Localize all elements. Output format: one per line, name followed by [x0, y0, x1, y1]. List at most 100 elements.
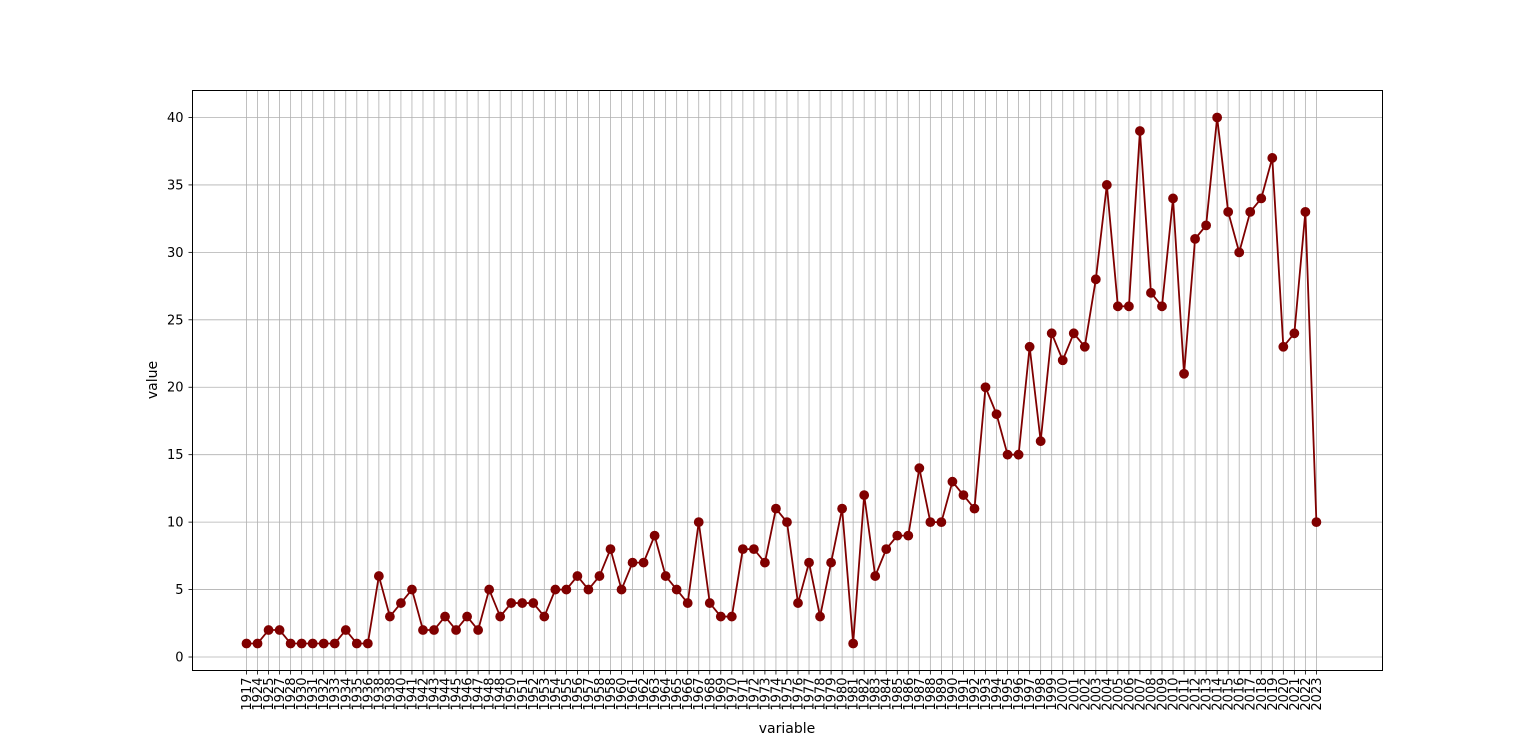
data-point — [859, 490, 870, 501]
data-point — [660, 571, 671, 581]
x-tick-label: 1940 — [394, 678, 409, 711]
x-tick-label: 2016 — [1233, 678, 1248, 711]
data-point — [815, 611, 825, 622]
x-tick-label: 1941 — [405, 678, 420, 711]
x-tick-label: 1947 — [472, 678, 487, 711]
data-point — [1035, 436, 1046, 447]
data-point — [793, 598, 803, 608]
data-point — [517, 598, 528, 608]
data-point — [682, 598, 693, 608]
data-point — [484, 584, 495, 595]
x-tick-label: 1985 — [891, 678, 906, 711]
data-point — [991, 409, 1002, 420]
x-tick-label: 1993 — [979, 678, 994, 711]
data-point — [870, 571, 881, 581]
x-tick-label: 1930 — [295, 678, 310, 711]
data-point — [1311, 517, 1322, 528]
data-point — [760, 557, 770, 568]
data-point — [914, 463, 925, 474]
x-tick-label: 1953 — [538, 678, 553, 711]
x-tick-label: 2006 — [1122, 678, 1137, 711]
x-tick-label: 1957 — [582, 678, 597, 711]
data-point — [605, 544, 616, 555]
x-tick-label: 2018 — [1255, 678, 1270, 711]
x-tick-label: 1989 — [935, 678, 950, 711]
data-point — [1124, 301, 1134, 312]
y-tick-label: 15 — [167, 448, 184, 463]
y-tick-label: 5 — [175, 583, 183, 598]
x-tick-label: 1948 — [483, 678, 498, 711]
x-tick-label: 2000 — [1056, 678, 1071, 711]
x-tick-label: 1973 — [758, 678, 773, 711]
x-tick-label: 1974 — [769, 678, 784, 711]
data-point — [1168, 193, 1178, 204]
data-point — [1101, 180, 1112, 190]
x-tick-label: 2003 — [1089, 678, 1104, 711]
data-point — [804, 557, 814, 568]
y-tick-label: 10 — [167, 516, 184, 531]
data-point — [693, 517, 704, 528]
data-point — [638, 557, 649, 568]
x-tick-label: 1988 — [924, 678, 939, 711]
data-point — [704, 598, 715, 608]
x-tick-label: 1943 — [428, 678, 443, 711]
x-tick-label: 1958 — [593, 678, 608, 711]
data-point — [1146, 287, 1156, 298]
data-point — [782, 517, 792, 528]
data-point — [1090, 274, 1101, 285]
x-axis-ticks: 1917192419251927192819301931193219331934… — [240, 670, 1325, 711]
data-point — [572, 571, 583, 581]
data-point — [671, 584, 682, 595]
data-point — [539, 611, 550, 622]
x-axis-label: variable — [759, 721, 815, 737]
x-tick-label: 1962 — [637, 678, 652, 711]
data-point — [407, 584, 417, 595]
data-point — [495, 611, 506, 622]
x-tick-label: 1971 — [736, 678, 751, 711]
x-tick-label: 1934 — [339, 678, 354, 711]
data-point — [274, 625, 285, 635]
x-tick-label: 2005 — [1111, 678, 1126, 711]
x-tick-label: 1954 — [549, 678, 564, 711]
data-point — [351, 638, 362, 649]
x-tick-label: 1958 — [604, 678, 619, 711]
data-point — [296, 638, 307, 649]
data-point — [1289, 328, 1300, 339]
data-point — [1112, 301, 1123, 312]
data-point-markers — [241, 112, 1322, 649]
x-tick-label: 1936 — [361, 678, 376, 711]
data-point — [429, 625, 439, 635]
data-point — [451, 625, 461, 635]
data-point — [362, 638, 373, 649]
data-point — [1201, 220, 1212, 231]
data-point — [1013, 449, 1024, 460]
x-tick-label: 2022 — [1299, 678, 1314, 711]
data-point — [329, 638, 340, 649]
data-point — [848, 638, 859, 649]
x-tick-label: 1932 — [317, 678, 332, 711]
y-tick-label: 40 — [167, 111, 184, 126]
data-point — [1079, 341, 1090, 352]
data-point — [1068, 328, 1079, 339]
data-point — [925, 517, 936, 528]
x-tick-label: 1927 — [273, 678, 288, 711]
x-tick-label: 1978 — [814, 678, 829, 711]
x-tick-label: 1924 — [251, 678, 266, 711]
x-tick-label: 1967 — [692, 678, 707, 711]
data-point — [252, 638, 263, 649]
x-tick-label: 1994 — [990, 678, 1005, 711]
x-tick-label: 2002 — [1078, 678, 1093, 711]
data-point — [418, 625, 428, 635]
y-tick-label: 25 — [167, 313, 184, 328]
y-tick-label: 30 — [167, 246, 184, 261]
x-tick-label: 1952 — [527, 678, 542, 711]
x-tick-label: 1995 — [1001, 678, 1016, 711]
data-point — [1267, 153, 1278, 163]
x-tick-label: 1976 — [792, 678, 807, 711]
x-tick-label: 2013 — [1200, 678, 1215, 711]
grid-lines — [192, 90, 1383, 671]
x-tick-label: 1963 — [648, 678, 663, 711]
data-point — [737, 544, 748, 555]
data-point — [583, 584, 594, 595]
y-tick-label: 35 — [167, 178, 184, 193]
